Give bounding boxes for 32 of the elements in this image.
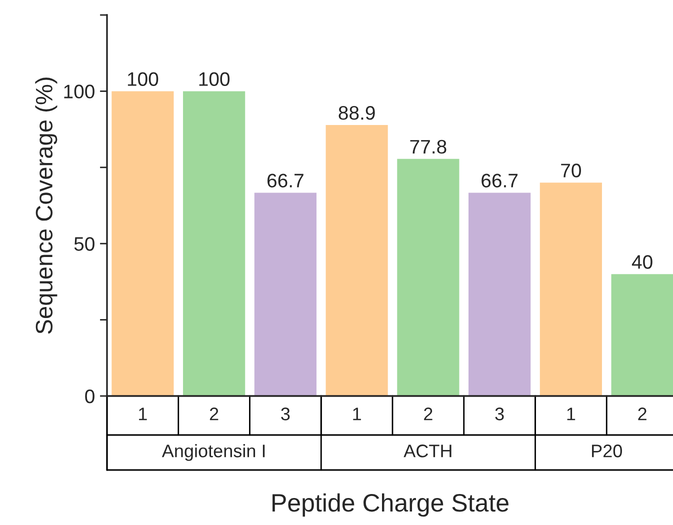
bar (540, 182, 602, 396)
data-label: 100 (128, 72, 158, 86)
x-tick-label: 1 (139, 408, 147, 420)
x-tick-label: 2 (424, 408, 432, 420)
data-label: 77.8 (410, 140, 446, 154)
text: Angiotensin I (162, 444, 265, 461)
bar (397, 158, 460, 396)
text: P20 (592, 444, 622, 458)
y-tick-label: 0 (85, 389, 94, 404)
bar (183, 91, 246, 396)
text: ACTH (404, 444, 452, 458)
y-tick-label: 50 (74, 237, 94, 251)
x-tick-label: 3 (495, 408, 504, 420)
data-label: 66.7 (268, 174, 304, 188)
bar (611, 274, 673, 396)
bar (326, 125, 388, 396)
y-axis-title: Sequence Coverage (%) (35, 78, 58, 334)
x-tick-label: 3 (281, 408, 290, 420)
data-label: 100 (199, 72, 230, 86)
data-label: 88.9 (338, 106, 375, 120)
data-label: 66.7 (482, 174, 518, 188)
data-label: 40 (632, 255, 652, 269)
x-tick-label: 1 (567, 408, 576, 420)
bar (468, 192, 531, 396)
y-tick-label: 100 (64, 84, 94, 98)
x-tick-label: 2 (638, 408, 646, 420)
x-tick-label: 2 (210, 408, 218, 420)
x-axis-title: Peptide Charge State (272, 493, 508, 517)
bar (112, 91, 174, 396)
x-tick-label: 1 (353, 408, 361, 420)
data-label: 70 (561, 164, 581, 178)
bar (254, 192, 316, 396)
